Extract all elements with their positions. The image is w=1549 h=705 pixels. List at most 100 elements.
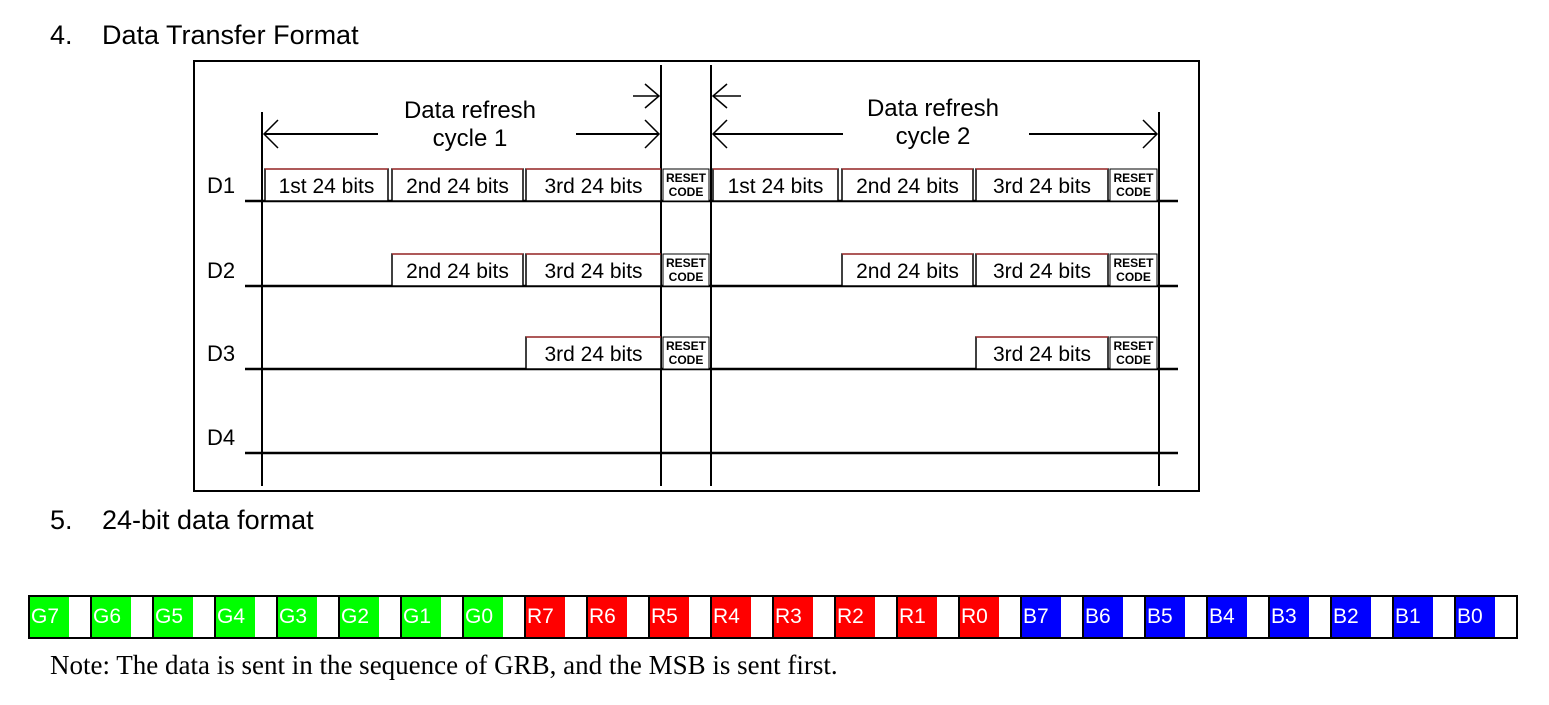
bit-cell: G5 xyxy=(152,597,214,637)
bit-label: G6 xyxy=(92,597,131,637)
bit-spacer xyxy=(813,597,834,637)
bit-label: B1 xyxy=(1394,597,1433,637)
bit-cell: G4 xyxy=(214,597,276,637)
bit-cell: R5 xyxy=(648,597,710,637)
bit-spacer xyxy=(627,597,648,637)
bit-cell: R2 xyxy=(834,597,896,637)
cycle2-label-line1: Data refresh xyxy=(867,95,999,122)
data-packet-label: 2nd 24 bits xyxy=(406,175,509,198)
bit-cell: B1 xyxy=(1392,597,1454,637)
data-transfer-timing-diagram: Data refresh cycle 1 Data refresh cycle … xyxy=(193,60,1200,492)
data-packet-label: 2nd 24 bits xyxy=(856,175,959,198)
bit-spacer xyxy=(503,597,524,637)
note-text: Note: The data is sent in the sequence o… xyxy=(50,650,838,680)
data-packet-box xyxy=(975,168,1109,202)
bit-label: B5 xyxy=(1146,597,1185,637)
bit-cell: R7 xyxy=(524,597,586,637)
bit-spacer xyxy=(1247,597,1268,637)
reset-code-box xyxy=(662,336,710,370)
reset-code-label-line1: RESET xyxy=(1113,256,1154,270)
reset-code-label-line1: RESET xyxy=(1113,171,1154,185)
data-packet-label: 1st 24 bits xyxy=(728,175,824,198)
signal-label: D1 xyxy=(207,173,235,198)
cycle1-arrowhead-left xyxy=(262,119,279,149)
bit-label: G5 xyxy=(154,597,193,637)
data-packet-label: 2nd 24 bits xyxy=(406,260,509,283)
signal-label: D3 xyxy=(207,341,235,366)
bit-cell: B4 xyxy=(1206,597,1268,637)
bit-cell: G6 xyxy=(90,597,152,637)
data-packet-label: 3rd 24 bits xyxy=(993,260,1091,283)
reset-arrowhead-right xyxy=(644,83,661,109)
bit-spacer xyxy=(379,597,400,637)
data-packet-box xyxy=(264,168,389,202)
bit-cell: B7 xyxy=(1020,597,1082,637)
reset-code-label-line2: CODE xyxy=(669,353,704,367)
data-packet-label: 1st 24 bits xyxy=(279,175,375,198)
bit-spacer xyxy=(317,597,338,637)
bit-cell: R0 xyxy=(958,597,1020,637)
section-number: 5. xyxy=(50,505,73,535)
bit-cell: G3 xyxy=(276,597,338,637)
24-bit-format-bar: G7 G6 G5 G4 G3 G2 G1 G0 R7 R6 R5 R4 R3 R2 R1 R0 B7 B6 B5 B4… xyxy=(28,595,1518,639)
bit-cell: R3 xyxy=(772,597,834,637)
section-title: Data Transfer Format xyxy=(102,20,359,50)
reset-code-box xyxy=(1109,253,1158,287)
bit-cell: G1 xyxy=(400,597,462,637)
bit-cell: R4 xyxy=(710,597,772,637)
bit-cell: R1 xyxy=(896,597,958,637)
bit-label: B6 xyxy=(1084,597,1123,637)
bit-spacer xyxy=(441,597,462,637)
reset-code-box xyxy=(1109,336,1158,370)
bit-label: B7 xyxy=(1022,597,1061,637)
bit-label: G7 xyxy=(30,597,69,637)
section-title: 24-bit data format xyxy=(102,505,314,535)
data-packet-label: 3rd 24 bits xyxy=(993,343,1091,366)
data-packet-label: 3rd 24 bits xyxy=(544,343,642,366)
bit-label: G0 xyxy=(464,597,503,637)
bit-spacer xyxy=(999,597,1020,637)
bit-spacer xyxy=(193,597,214,637)
bit-spacer xyxy=(131,597,152,637)
reset-code-label-line2: CODE xyxy=(1116,185,1151,199)
bit-label: R1 xyxy=(898,597,937,637)
bit-cell: G0 xyxy=(462,597,524,637)
data-packet-box xyxy=(975,253,1109,287)
reset-code-box xyxy=(1109,168,1158,202)
signal-rows: D1 1st 24 bits 2nd 24 bits 3rd 24 bits 1st 2… xyxy=(207,168,1178,455)
reset-code-label-line1: RESET xyxy=(666,256,707,270)
bit-label: G2 xyxy=(340,597,379,637)
bit-label: R4 xyxy=(712,597,751,637)
reset-arrowhead-left xyxy=(711,83,728,109)
bit-spacer xyxy=(1495,597,1516,637)
bit-cell: B3 xyxy=(1268,597,1330,637)
bit-cell: B5 xyxy=(1144,597,1206,637)
reset-code-label-line2: CODE xyxy=(669,270,704,284)
bit-spacer xyxy=(751,597,772,637)
reset-code-label-line2: CODE xyxy=(1116,270,1151,284)
reset-code-label-line2: CODE xyxy=(1116,353,1151,367)
bit-spacer xyxy=(1061,597,1082,637)
bit-spacer xyxy=(1185,597,1206,637)
bit-spacer xyxy=(255,597,276,637)
data-packet-label: 3rd 24 bits xyxy=(993,175,1091,198)
reset-code-label-line1: RESET xyxy=(666,339,707,353)
signal-label: D2 xyxy=(207,258,235,283)
signal-label: D4 xyxy=(207,425,235,450)
bit-spacer xyxy=(1309,597,1330,637)
bit-label: G3 xyxy=(278,597,317,637)
bit-label: R6 xyxy=(588,597,627,637)
reset-code-box xyxy=(662,253,710,287)
bit-label: B0 xyxy=(1456,597,1495,637)
bit-spacer xyxy=(937,597,958,637)
cycle2-arrowhead-left xyxy=(711,119,728,149)
cycle1-arrowhead-right xyxy=(644,119,661,149)
cycle1-label-line2: cycle 1 xyxy=(433,125,508,152)
cycle1-label-line1: Data refresh xyxy=(404,97,536,124)
bit-label: B2 xyxy=(1332,597,1371,637)
bit-cell: B6 xyxy=(1082,597,1144,637)
bit-spacer xyxy=(1123,597,1144,637)
data-packet-box xyxy=(525,253,662,287)
bit-spacer xyxy=(689,597,710,637)
bit-spacer xyxy=(69,597,90,637)
